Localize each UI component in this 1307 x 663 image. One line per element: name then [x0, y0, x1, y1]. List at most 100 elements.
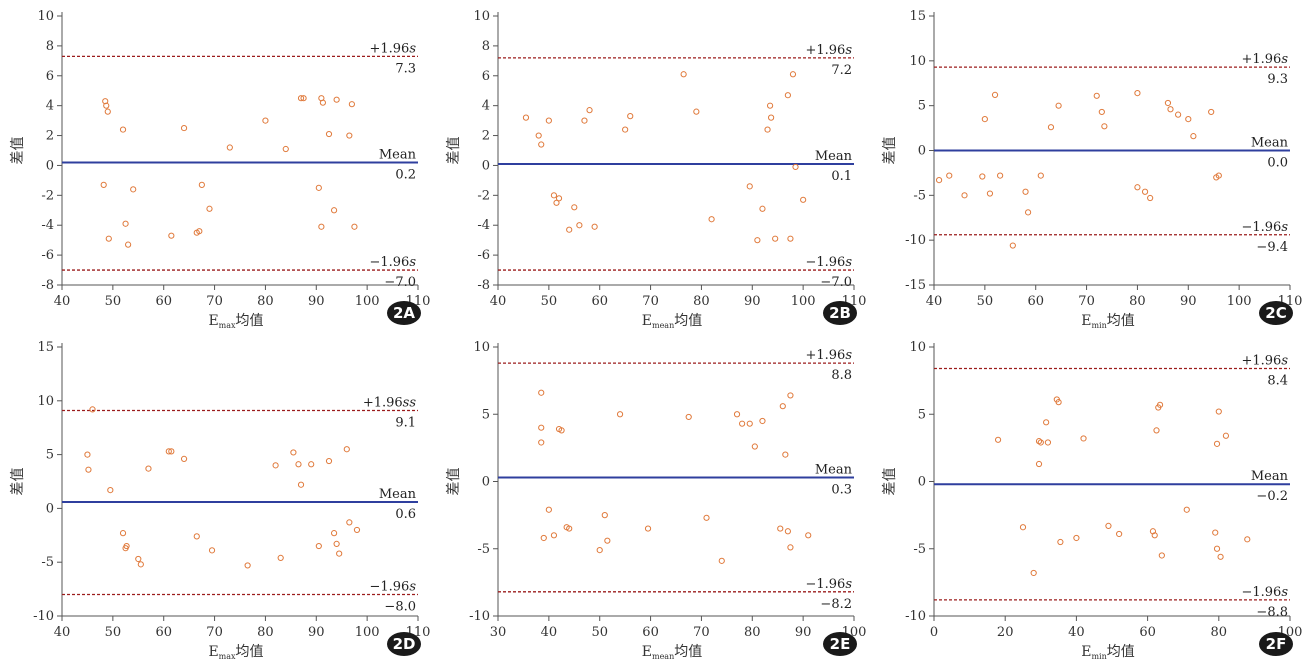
- data-point: [103, 102, 110, 109]
- panel-badge: 2F: [1259, 632, 1293, 656]
- x-tick-label: 40: [926, 294, 943, 309]
- data-point: [119, 126, 127, 133]
- upper-limit-label-text: +1.96: [805, 348, 845, 363]
- data-point: [277, 554, 284, 561]
- upper-limit-label-unit: s: [409, 41, 416, 56]
- data-point: [353, 526, 361, 534]
- x-axis-label-sub: max: [219, 321, 236, 330]
- y-tick-label: 0: [46, 501, 54, 516]
- panel-badge: 2C: [1259, 301, 1293, 325]
- mean-value: 0.6: [395, 507, 416, 522]
- mean-label-text: Mean: [1251, 469, 1289, 484]
- y-axis-label: 差值: [446, 468, 462, 496]
- data-point: [1047, 124, 1055, 131]
- x-tick-label: 90: [308, 294, 325, 309]
- panel-badge-label: 2F: [1266, 635, 1287, 653]
- y-axis-label: 差值: [882, 137, 898, 165]
- data-point: [346, 132, 353, 139]
- y-tick-label: 4: [46, 99, 54, 114]
- lower-limit-value: −8.8: [1256, 605, 1288, 620]
- upper-limit-label-text: +1.96: [805, 43, 845, 58]
- mean-label: Mean: [1251, 469, 1289, 484]
- x-axis-label-sub: min: [1091, 652, 1106, 661]
- x-tick-label: 70: [206, 294, 223, 309]
- data-point: [685, 413, 692, 421]
- data-point: [1035, 438, 1043, 445]
- data-point: [168, 232, 175, 239]
- data-point: [540, 534, 547, 542]
- data-point: [566, 525, 573, 532]
- data-point: [1055, 399, 1062, 406]
- x-tick-label: 40: [490, 294, 507, 309]
- x-tick-label: 40: [54, 294, 71, 309]
- lower-limit-label: −1.96s: [805, 577, 852, 592]
- data-point: [935, 176, 943, 184]
- upper-limit-label-unit: ss: [403, 395, 417, 410]
- data-point: [792, 163, 799, 171]
- data-point: [616, 411, 624, 418]
- data-point: [343, 446, 350, 453]
- mean-value: 0.3: [831, 482, 852, 497]
- x-tick-label: 40: [541, 625, 558, 640]
- x-tick-label: 60: [1139, 625, 1156, 640]
- panel-badge-shape: [387, 632, 421, 656]
- data-point: [318, 223, 325, 230]
- y-tick-label: -10: [469, 609, 490, 624]
- data-point: [1156, 401, 1164, 408]
- x-tick-label: 100: [355, 625, 380, 640]
- y-tick-label: 4: [482, 99, 490, 114]
- data-point: [346, 519, 353, 526]
- data-point: [981, 116, 988, 123]
- x-tick-label: 70: [642, 294, 659, 309]
- data-point: [1105, 522, 1112, 529]
- data-point: [130, 186, 137, 193]
- data-point: [1101, 123, 1108, 130]
- x-tick-label: 50: [977, 294, 994, 309]
- data-point: [165, 448, 172, 455]
- panel-badge-shape: [1259, 632, 1293, 656]
- x-tick-label: 80: [744, 625, 761, 640]
- lower-limit-label-unit: s: [1281, 585, 1288, 600]
- x-axis-label: Emean均值: [642, 644, 702, 661]
- data-point: [100, 181, 107, 188]
- lower-limit-value: −7.0: [820, 275, 852, 290]
- data-point: [193, 533, 200, 540]
- data-point: [1009, 242, 1016, 249]
- data-point: [135, 555, 142, 563]
- data-point: [300, 95, 307, 102]
- data-point: [766, 102, 774, 109]
- x-axis-label: Emax均值: [208, 644, 263, 661]
- panel-badge: 2B: [823, 301, 857, 325]
- x-axis-label-suffix: 均值: [1107, 313, 1135, 329]
- data-point: [1167, 106, 1174, 113]
- data-point: [751, 443, 758, 450]
- data-point: [1080, 435, 1087, 442]
- panel-badge-label: 2A: [393, 304, 415, 322]
- y-tick-label: -10: [33, 609, 54, 624]
- x-tick-label: 90: [308, 625, 325, 640]
- data-point: [759, 205, 766, 212]
- data-point: [325, 457, 333, 465]
- data-point: [262, 117, 269, 124]
- data-point: [180, 124, 188, 132]
- y-tick-label: -8: [477, 278, 490, 293]
- data-point: [297, 481, 305, 488]
- data-point: [718, 557, 725, 564]
- data-point: [272, 462, 279, 469]
- data-point: [1093, 92, 1100, 99]
- x-tick-label: 90: [795, 625, 812, 640]
- y-tick-label: 6: [482, 69, 490, 84]
- data-point: [290, 449, 297, 456]
- data-point: [800, 196, 807, 203]
- y-axis-label: 差值: [882, 468, 898, 496]
- data-point: [282, 145, 289, 153]
- data-point: [784, 528, 791, 535]
- x-tick-label: 40: [1068, 625, 1085, 640]
- data-point: [604, 537, 611, 544]
- data-point: [545, 506, 552, 513]
- data-point: [538, 141, 545, 148]
- y-tick-label: 8: [46, 39, 54, 54]
